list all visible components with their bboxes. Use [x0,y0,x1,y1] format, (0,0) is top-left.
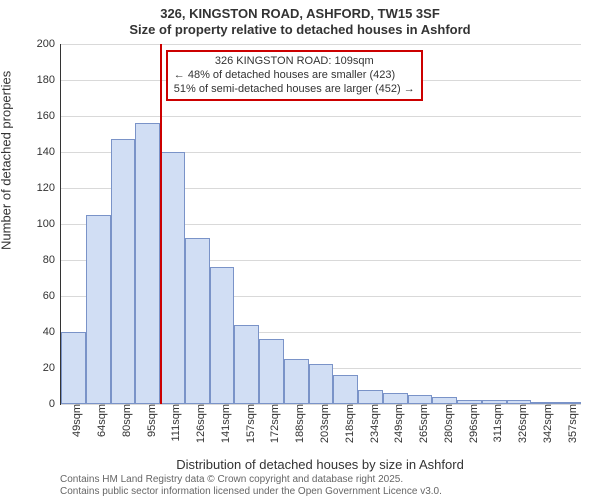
histogram-bar [309,364,334,404]
x-tick-label: 157sqm [245,404,257,443]
histogram-bar [383,393,408,404]
y-tick-label: 20 [43,362,55,374]
x-tick-label: 95sqm [146,404,158,437]
annotation-line-larger: 51% of semi-detached houses are larger (… [174,83,415,97]
x-tick-label: 249sqm [393,404,405,443]
annotation-line-smaller: ← 48% of detached houses are smaller (42… [174,69,415,83]
credits-block: Contains HM Land Registry data © Crown c… [60,474,442,498]
x-tick-label: 280sqm [443,404,455,443]
x-tick-label: 80sqm [121,404,133,437]
y-tick-label: 0 [49,398,55,410]
y-tick-label: 100 [37,218,55,230]
histogram-bar [408,395,433,404]
histogram-bar [284,359,309,404]
histogram-bar [259,339,284,404]
property-size-histogram: 326, KINGSTON ROAD, ASHFORD, TW15 3SF Si… [0,0,600,500]
subject-property-annotation: 326 KINGSTON ROAD: 109sqm ← 48% of detac… [166,50,423,101]
y-tick-label: 60 [43,290,55,302]
x-tick-label: 311sqm [492,404,504,442]
x-tick-label: 49sqm [71,404,83,437]
chart-title-address: 326, KINGSTON ROAD, ASHFORD, TW15 3SF [0,6,600,21]
x-axis-label: Distribution of detached houses by size … [60,457,580,472]
y-axis-label: Number of detached properties [0,71,14,250]
grid-line [61,116,581,117]
y-tick-label: 140 [37,146,55,158]
x-tick-label: 234sqm [369,404,381,443]
y-tick-label: 160 [37,110,55,122]
x-tick-label: 188sqm [294,404,306,443]
histogram-bar [185,238,210,404]
y-tick-label: 120 [37,182,55,194]
histogram-bar [358,390,383,404]
x-tick-label: 357sqm [567,404,579,443]
y-tick-label: 80 [43,254,55,266]
y-tick-label: 40 [43,326,55,338]
credits-line-1: Contains HM Land Registry data © Crown c… [60,474,442,486]
x-tick-label: 126sqm [195,404,207,443]
histogram-bar [111,139,136,404]
histogram-bar [86,215,111,404]
histogram-bar [210,267,235,404]
x-tick-label: 203sqm [319,404,331,443]
histogram-bar [432,397,457,404]
plot-area: 02040608010012014016018020049sqm64sqm80s… [60,44,581,405]
y-tick-label: 200 [37,38,55,50]
x-tick-label: 296sqm [468,404,480,443]
credits-line-2: Contains public sector information licen… [60,486,442,498]
subject-property-marker-line [160,44,162,404]
x-tick-label: 342sqm [542,404,554,443]
x-tick-label: 218sqm [344,404,356,443]
x-tick-label: 111sqm [170,404,182,442]
histogram-bar [333,375,358,404]
histogram-bar [135,123,160,404]
histogram-bar [61,332,86,404]
y-tick-label: 180 [37,74,55,86]
histogram-bar [234,325,259,404]
histogram-bar [160,152,185,404]
x-tick-label: 265sqm [418,404,430,443]
chart-subtitle: Size of property relative to detached ho… [0,22,600,37]
x-tick-label: 326sqm [517,404,529,443]
x-tick-label: 64sqm [96,404,108,437]
annotation-line-address: 326 KINGSTON ROAD: 109sqm [174,55,415,69]
x-tick-label: 141sqm [220,404,232,443]
x-tick-label: 172sqm [269,404,281,443]
grid-line [61,44,581,45]
